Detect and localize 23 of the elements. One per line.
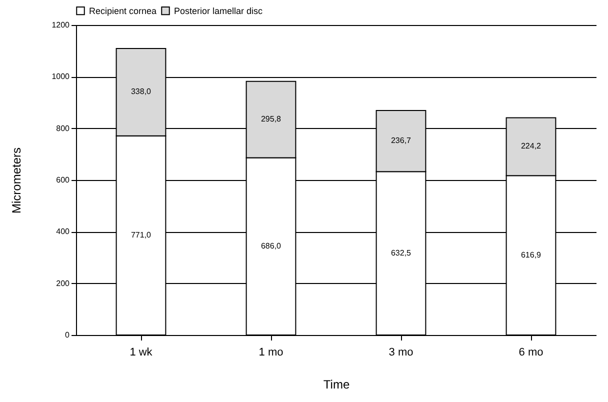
data-label: 295,8 [260,114,282,124]
x-tick-label: 1 mo [258,346,284,358]
y-tick-label: 200 [56,278,70,288]
y-tick-label: 0 [65,330,70,340]
y-tick-label: 600 [56,176,70,184]
y-tick-label: 1000 [52,72,70,82]
data-label: 616,9 [520,250,542,260]
y-tick-label: 800 [56,124,70,133]
data-label: 771,0 [130,230,152,240]
legend-label: Posterior lamellar disc [174,6,264,16]
y-tick-label: 400 [56,227,70,236]
x-tick-label: 1 wk [130,346,153,358]
data-label: 338,0 [130,87,152,96]
data-label: 686,0 [260,241,282,250]
x-tick-label: 6 mo [518,346,544,358]
legend-label: Recipient cornea [89,6,157,16]
x-tick-label: 3 mo [388,346,414,358]
data-label: 236,7 [390,136,412,146]
x-axis-title: Time [323,378,350,392]
data-label: 632,5 [390,248,412,258]
y-tick-label: 1200 [52,20,70,30]
y-axis-title: Micrometers [10,147,24,214]
data-label: 224,2 [520,142,542,151]
